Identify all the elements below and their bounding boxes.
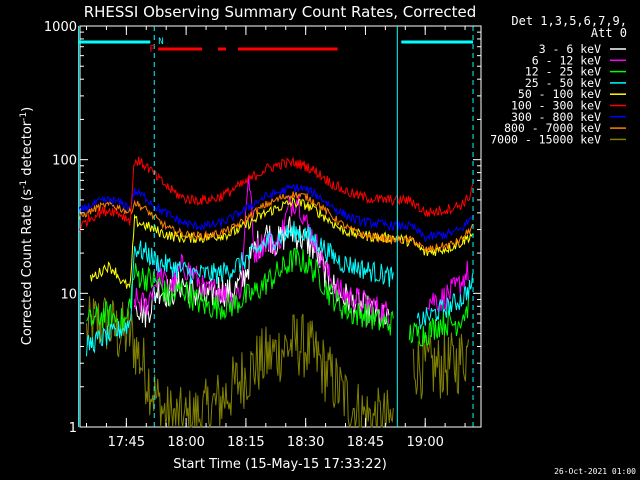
series-line (78, 191, 473, 253)
legend-label: 6 - 12 keV (532, 53, 601, 67)
x-axis-label: Start Time (15-May-15 17:33:22) (173, 457, 387, 472)
legend-label: 3 - 6 keV (539, 42, 601, 56)
series-layer (78, 156, 473, 429)
y-axis-label-end: ) (20, 107, 35, 112)
legend-label: 25 - 50 keV (525, 76, 601, 90)
legend-label: 800 - 7000 keV (504, 121, 601, 135)
series-line (86, 296, 469, 429)
series-line (133, 176, 469, 327)
series-line (86, 247, 469, 347)
x-tick-label: 18:00 (167, 435, 204, 450)
plot-frame (79, 25, 482, 428)
series-line (78, 156, 473, 233)
y-axis-label-sup1: -1 (19, 180, 29, 189)
x-tick-label: 18:30 (287, 435, 324, 450)
y-tick-label: 1000 (44, 20, 77, 35)
y-axis-label: Corrected Count Rate (s-1 detector-1) (19, 107, 35, 345)
plot-area: NF 1 10 100 1000 17:45 18:00 18:15 18:30 18:45 19… (44, 20, 482, 450)
legend-label: 50 - 100 keV (518, 87, 601, 101)
night-flag-label: N (158, 37, 163, 47)
y-axis-label-main: Corrected Count Rate (s (20, 189, 35, 346)
legend-label: 300 - 800 keV (511, 110, 601, 124)
flare-flag-label: F (149, 44, 155, 55)
y-tick-label: 100 (52, 154, 77, 169)
legend-label: 12 - 25 keV (525, 65, 601, 79)
x-tick-label: 17:45 (108, 435, 145, 450)
x-tick-label: 18:15 (227, 435, 264, 450)
legend-header-line-2: Att 0 (591, 26, 627, 40)
footer-date: 26-Oct-2021 01:00 (554, 467, 636, 476)
series-line (78, 183, 473, 242)
x-tick-label: 18:45 (347, 435, 384, 450)
y-axis-label-sup2: -1 (19, 112, 29, 121)
y-tick-label: 10 (60, 287, 77, 302)
legend-label: 7000 - 15000 keV (490, 132, 601, 146)
axis-layer: 1 10 100 1000 17:45 18:00 18:15 18:30 18:45 19:00 (44, 20, 481, 450)
y-tick-label: 1 (69, 421, 77, 436)
flags-layer: NF (78, 26, 474, 427)
x-tick-label: 19:00 (406, 435, 443, 450)
legend-header-line-1: Det 1,3,5,6,7,9, (511, 14, 627, 28)
y-axis-label-mid: detector (20, 120, 35, 180)
chart-title: RHESSI Observing Summary Count Rates, Co… (84, 3, 477, 21)
series-line (86, 221, 473, 357)
legend-label: 100 - 300 keV (511, 99, 601, 113)
